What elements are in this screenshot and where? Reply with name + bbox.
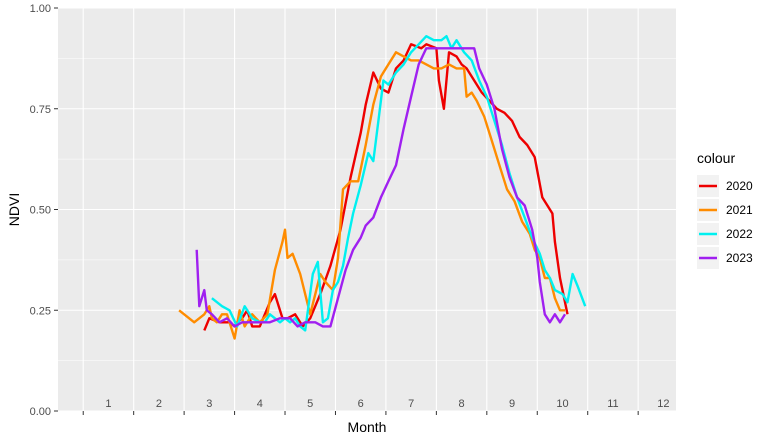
month-label: 4 (257, 398, 263, 410)
legend-label-2021: 2021 (726, 203, 753, 217)
y-tick-label: 0.25 (30, 305, 51, 317)
y-axis-title: NDVI (6, 193, 22, 226)
month-label: 8 (459, 398, 465, 410)
month-label: 10 (556, 398, 568, 410)
legend-title: colour (697, 150, 735, 166)
month-labels: 1 2 3 4 5 6 7 8 9 10 11 12 (105, 398, 669, 410)
legend-label-2022: 2022 (726, 227, 753, 241)
series-line-2020 (203, 43, 569, 331)
y-tick-label: 0.50 (30, 205, 51, 217)
series-line-2023 (195, 47, 567, 328)
major-gridlines (58, 7, 676, 412)
month-label: 2 (156, 398, 162, 410)
y-tick-label: 0.00 (30, 406, 51, 418)
series-line-2022 (211, 35, 587, 332)
month-label: 6 (358, 398, 364, 410)
legend: colour 2020 2021 2022 2023 (697, 150, 753, 269)
month-label: 12 (657, 398, 669, 410)
legend-label-2020: 2020 (726, 179, 753, 193)
month-label: 5 (307, 398, 313, 410)
month-label: 7 (408, 398, 414, 410)
series-line-2021 (178, 51, 565, 340)
y-axis: 0.00 0.25 0.50 0.75 1.00 (30, 3, 58, 418)
y-tick-label: 1.00 (30, 3, 51, 15)
legend-label-2023: 2023 (726, 251, 753, 265)
x-axis-title: Month (348, 419, 387, 435)
x-axis (82, 411, 639, 415)
month-label: 3 (206, 398, 212, 410)
y-tick-label: 0.75 (30, 104, 51, 116)
month-label: 11 (607, 398, 618, 410)
month-label: 1 (105, 398, 111, 410)
series-lines (178, 35, 587, 340)
month-label: 9 (509, 398, 515, 410)
